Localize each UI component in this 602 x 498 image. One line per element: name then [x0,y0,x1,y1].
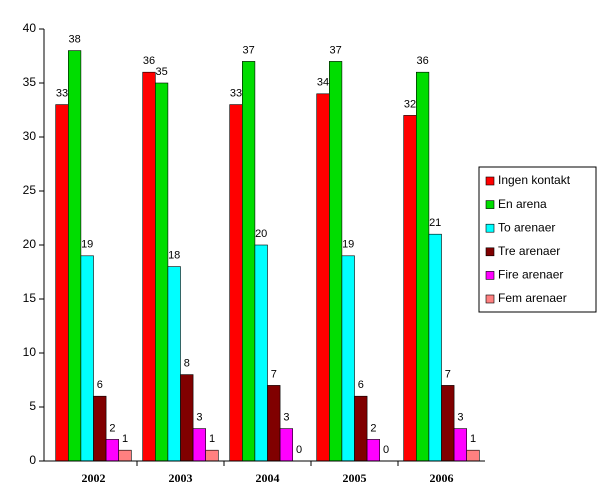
value-label: 34 [317,77,329,89]
bar [466,449,480,462]
x-tick-label: 2005 [343,471,367,485]
value-label: 2 [370,422,376,434]
legend-label: To arenaer [498,220,555,234]
value-label: 33 [230,88,242,100]
legend-label: Tre arenaer [498,244,560,258]
bar [68,50,82,462]
legend-label: En arena [498,197,547,211]
legend-label: Ingen kontakt [498,173,571,187]
legend-swatch [485,200,495,209]
y-tick-label: 5 [29,399,36,413]
value-label: 8 [184,358,190,370]
value-label: 36 [143,55,155,67]
x-tick-label: 2003 [169,471,193,485]
value-label: 36 [416,55,428,67]
value-label: 19 [342,239,354,251]
value-label: 38 [68,34,80,46]
bar [415,71,430,462]
bar [229,104,243,462]
value-label: 1 [122,433,128,445]
value-label: 37 [329,44,341,56]
bar [118,449,132,462]
bar [341,255,355,462]
y-tick-label: 35 [23,75,37,89]
value-label: 21 [429,217,441,229]
legend-box [478,166,597,313]
y-tick-label: 30 [23,129,37,143]
value-label: 1 [209,433,215,445]
legend-swatch [485,223,495,233]
y-tick-label: 15 [23,291,37,305]
y-tick-label: 40 [23,21,37,35]
value-label: 20 [255,228,267,240]
bar [205,449,219,462]
value-label: 1 [470,433,476,445]
bar [328,61,343,462]
bar [105,439,119,462]
bar [441,385,455,462]
legend-swatch [485,247,495,257]
bar [254,244,268,462]
value-label: 3 [283,412,289,424]
value-label: 3 [196,412,202,424]
y-tick-label: 10 [23,345,37,359]
value-label: 6 [358,379,364,391]
legend-swatch [485,294,495,304]
value-label: 0 [296,444,302,456]
value-label: 2 [109,422,115,434]
bar [142,71,156,462]
value-label: 18 [168,250,180,262]
legend-swatch [485,271,495,280]
bar [192,428,207,462]
bar [453,428,468,462]
value-label: 3 [457,412,463,424]
legend-label: Fire arenaer [498,268,563,282]
value-label: 33 [56,88,68,100]
value-label: 19 [81,239,93,251]
y-tick-label: 25 [23,183,37,197]
legend-swatch [485,176,495,186]
x-tick-label: 2006 [430,471,454,485]
y-tick-label: 0 [29,453,36,467]
bar [80,255,94,462]
bar [354,395,368,462]
bar [316,93,330,462]
bar [93,395,107,462]
bar [366,439,381,462]
bar [242,61,256,462]
value-label: 7 [445,368,451,380]
value-label: 7 [271,368,277,380]
bar [279,428,294,462]
bar [267,385,281,462]
bar [180,374,194,462]
x-tick-label: 2004 [256,471,280,485]
value-label: 32 [404,98,416,110]
value-label: 35 [155,66,167,78]
value-label: 37 [242,44,254,56]
value-label: 0 [383,444,389,456]
x-tick-label: 2002 [82,471,106,485]
bar [428,233,442,462]
bar [167,266,181,462]
value-label: 6 [97,379,103,391]
legend-label: Fem arenaer [498,291,567,305]
bar [55,104,69,462]
bar [155,82,169,462]
bar [403,115,417,462]
y-tick-label: 20 [23,237,37,251]
